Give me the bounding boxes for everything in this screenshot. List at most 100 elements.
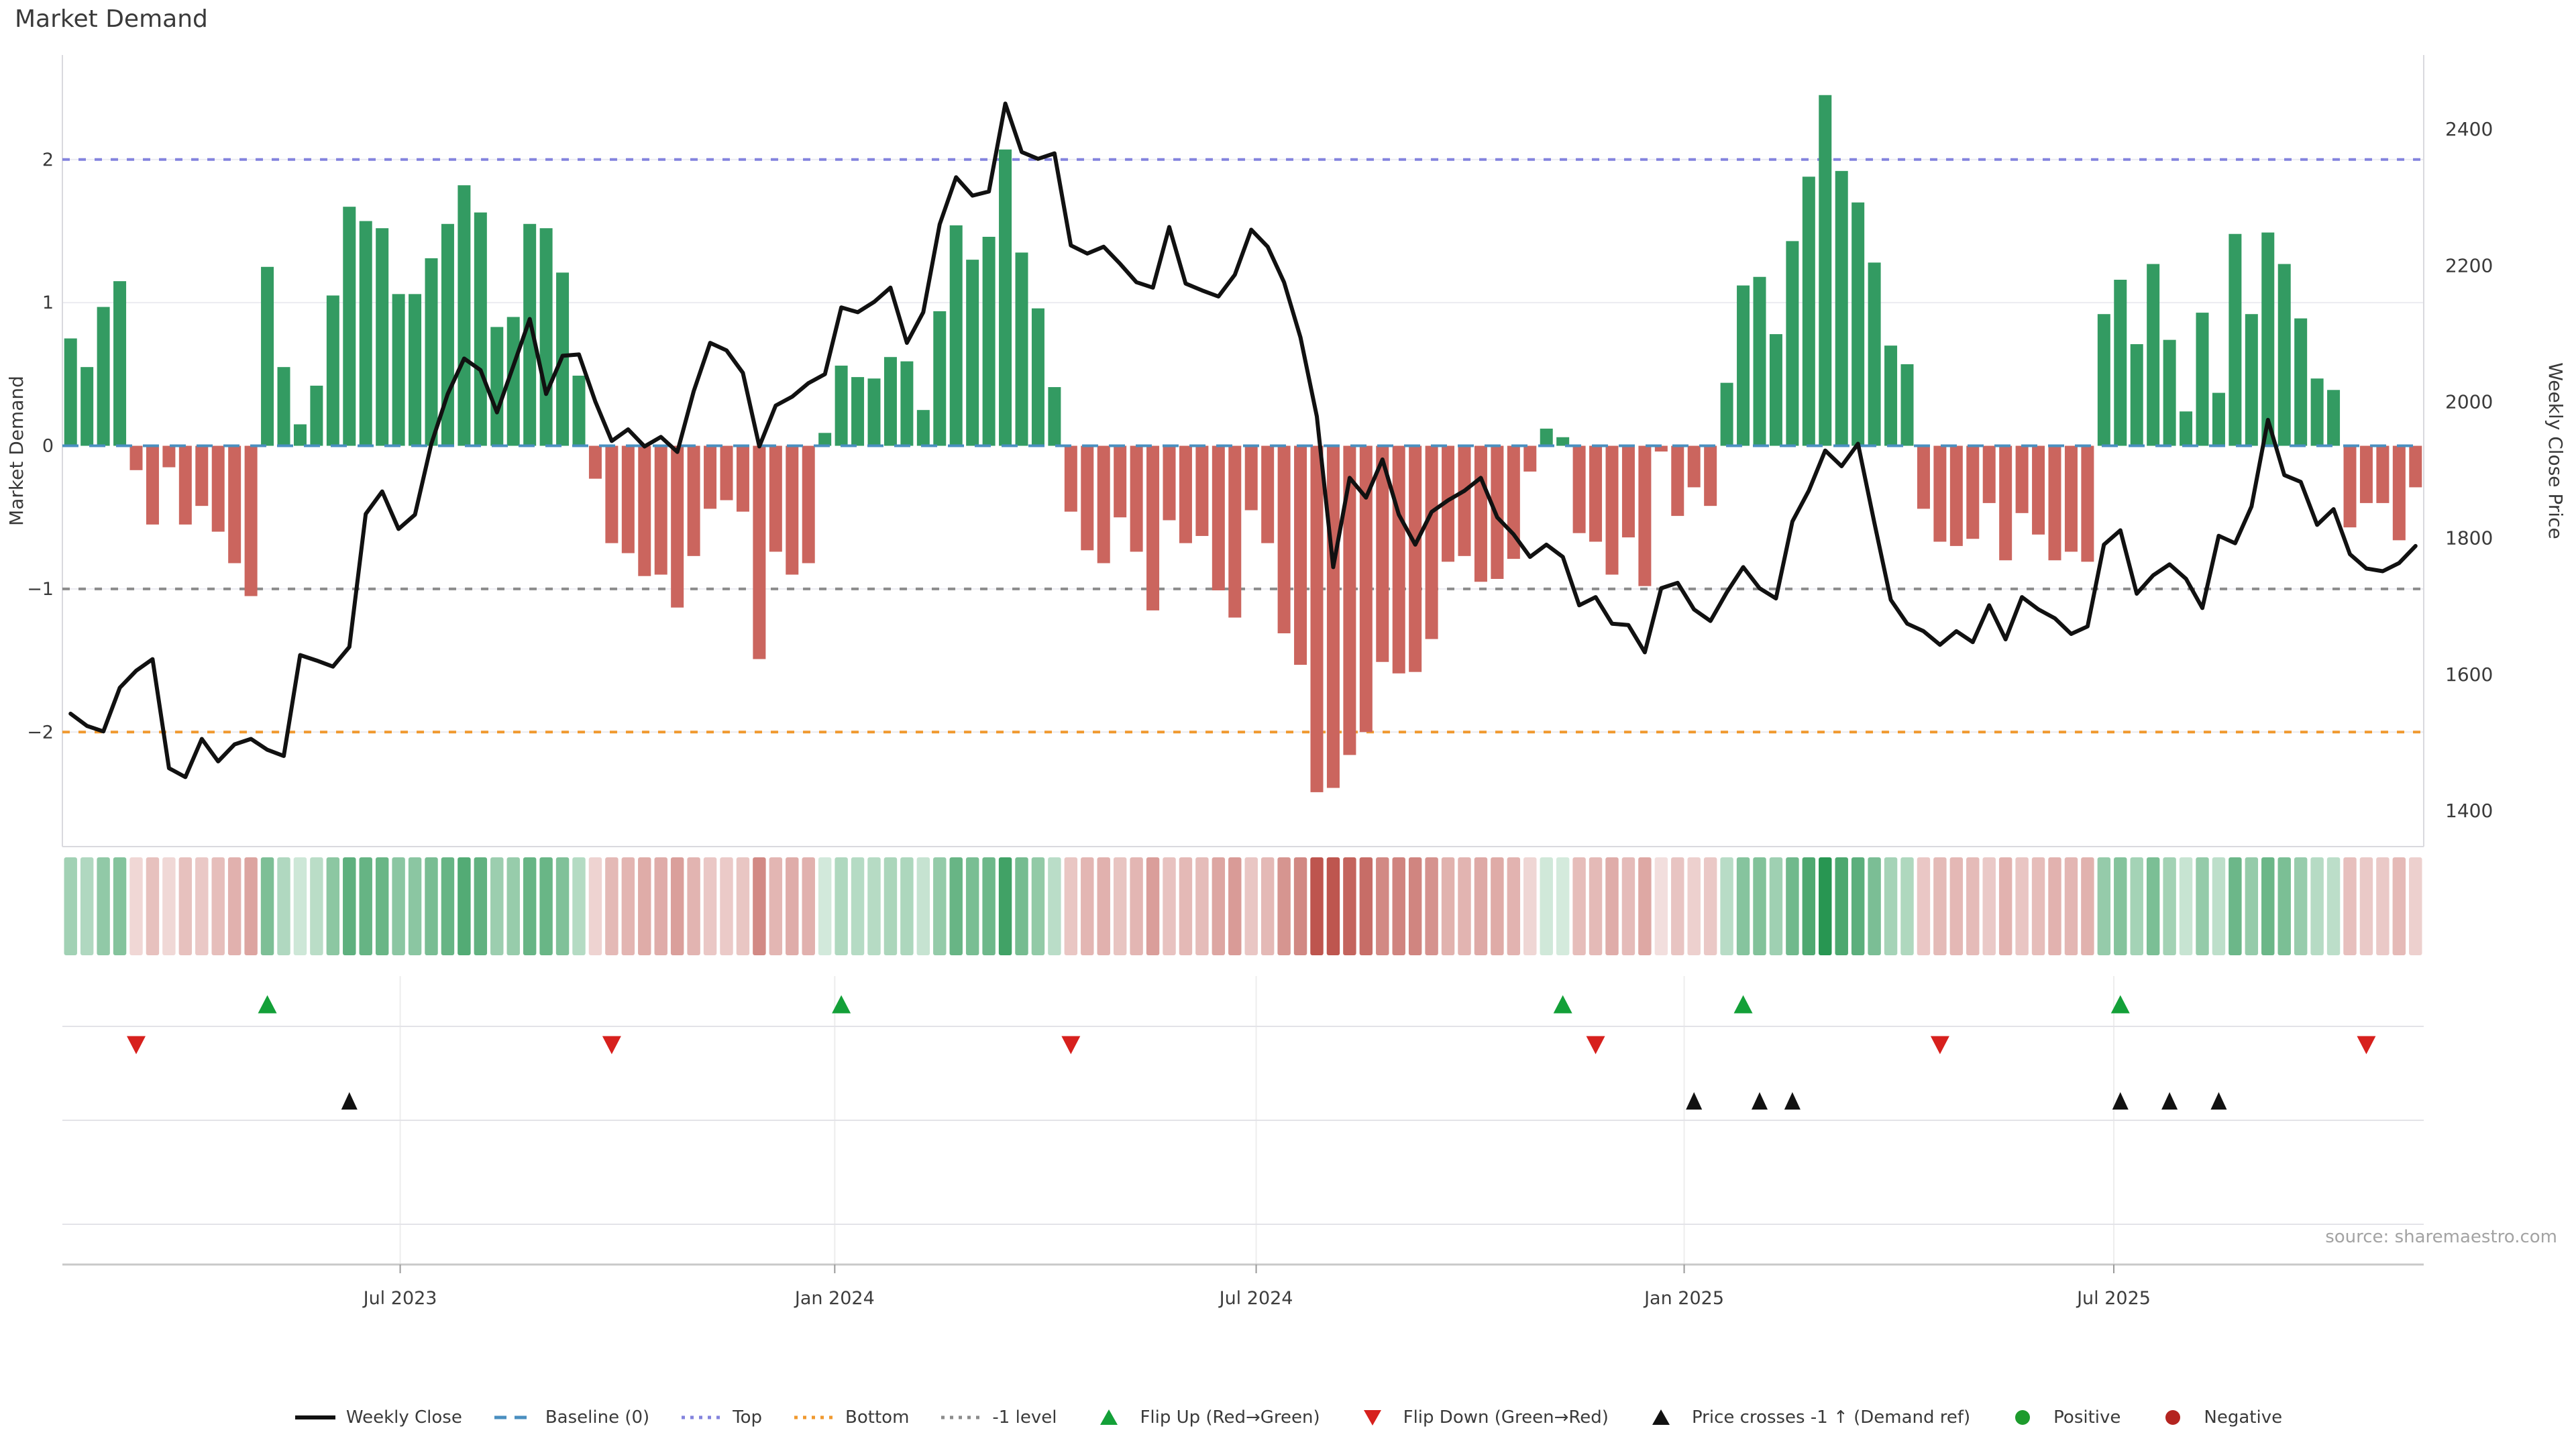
heatmap-cell: [2031, 857, 2045, 955]
heatmap-cell: [588, 857, 602, 955]
heatmap-cell: [2048, 857, 2061, 955]
solid-line-swatch-icon: [294, 1415, 335, 1419]
demand-tick-label: −1: [27, 579, 54, 600]
tri-up-swatch-icon: [1652, 1409, 1670, 1425]
heatmap-cell: [1212, 857, 1226, 955]
demand-bar: [2064, 445, 2078, 552]
demand-bar: [2032, 445, 2045, 535]
legend-item-label: Top: [733, 1407, 763, 1428]
demand-bar: [2015, 445, 2029, 513]
heatmap-cell: [1097, 857, 1110, 955]
flip-up-marker: [2110, 995, 2130, 1014]
heatmap-cell: [227, 857, 241, 955]
heatmap-cell: [2015, 857, 2029, 955]
heatmap-cell: [97, 857, 110, 955]
heatmap-cell: [260, 857, 274, 955]
demand-bar: [1999, 445, 2012, 561]
flip-down-marker: [1586, 1036, 1605, 1055]
demand-bar: [195, 445, 209, 506]
demand-bar: [2163, 339, 2176, 446]
heatmap-cell: [375, 857, 389, 955]
demand-bar: [1442, 445, 1455, 562]
demand-bar: [2277, 264, 2291, 446]
right-axis-title: Weekly Close Price: [2544, 362, 2567, 539]
heatmap-cell: [359, 857, 372, 955]
heatmap-cell: [1163, 857, 1176, 955]
price-cross-marker: [2161, 1092, 2178, 1110]
heatmap-cell: [1277, 857, 1291, 955]
heatmap-cell: [441, 857, 455, 955]
demand-bar: [704, 445, 717, 509]
heatmap-cell: [1868, 857, 1881, 955]
legend-item-label: Flip Up (Red→Green): [1140, 1407, 1320, 1428]
heatmap-cell: [1802, 857, 1816, 955]
demand-bar: [2343, 445, 2357, 528]
heatmap-cell: [851, 857, 865, 955]
demand-bar: [211, 445, 225, 532]
price-tick-label: 1800: [2445, 527, 2493, 549]
demand-bar: [1097, 445, 1110, 564]
heatmap-cell: [310, 857, 323, 955]
heatmap-cell: [211, 857, 225, 955]
heatmap-cell: [2392, 857, 2406, 955]
heatmap-cell: [425, 857, 438, 955]
heatmap-cell: [2130, 857, 2143, 955]
demand-bar: [1130, 445, 1143, 552]
demand-bar: [1409, 445, 1422, 672]
heatmap-cell: [1179, 857, 1193, 955]
flip-down-marker: [1930, 1036, 1949, 1055]
demand-bar: [1540, 428, 1553, 446]
heatmap-cell: [2359, 857, 2373, 955]
heatmap-cell: [2196, 857, 2209, 955]
demand-bar: [80, 367, 94, 446]
heatmap-cell: [1654, 857, 1668, 955]
demand-bar: [2392, 445, 2406, 541]
demand-bar: [343, 207, 356, 446]
heatmap-cell: [1917, 857, 1931, 955]
heatmap-cell: [1638, 857, 1652, 955]
demand-tick-label: 0: [42, 436, 54, 457]
price-line: [68, 101, 2418, 780]
demand-bar: [1786, 241, 1799, 446]
heatmap-cell: [1884, 857, 1898, 955]
heatmap-cell: [1343, 857, 1356, 955]
demand-bar: [2097, 314, 2110, 446]
legend-item: Baseline (0): [493, 1407, 649, 1428]
demand-bar: [1195, 445, 1209, 536]
demand-bar: [1900, 364, 1914, 446]
heatmap-cell: [720, 857, 733, 955]
heatmap-cell: [2343, 857, 2357, 955]
heatmap-cell: [1260, 857, 1275, 955]
demand-bar: [1556, 437, 1570, 446]
demand-bar: [786, 445, 799, 575]
demand-bar: [64, 338, 77, 446]
demand-bar: [916, 410, 930, 446]
heatmap-cell: [1900, 857, 1914, 955]
circle-swatch-icon: [2165, 1410, 2181, 1425]
demand-bar: [1819, 95, 1832, 446]
demand-bar: [1425, 445, 1438, 639]
heatmap-cell: [1293, 857, 1307, 955]
demand-bar: [2229, 233, 2242, 446]
heatmap-cell: [572, 857, 586, 955]
flip-down-marker: [1061, 1036, 1081, 1055]
heatmap-cell: [80, 857, 94, 955]
heatmap-cell: [949, 857, 963, 955]
x-tick-label: Jul 2025: [2076, 1288, 2151, 1309]
price-cross-marker: [1784, 1092, 1801, 1110]
heatmap-cell: [277, 857, 290, 955]
flip-down-marker: [2357, 1036, 2376, 1055]
demand-bar: [818, 433, 832, 446]
demand-tick-label: 2: [42, 150, 54, 170]
demand-bar: [588, 445, 602, 479]
heatmap-cell: [1687, 857, 1701, 955]
demand-bar: [933, 311, 947, 446]
demand-bar: [1326, 445, 1340, 788]
demand-bar: [769, 445, 782, 552]
heatmap-cell: [392, 857, 405, 955]
demand-bar: [474, 212, 487, 446]
demand-bar: [1949, 445, 1963, 546]
demand-heatmap: [64, 857, 2422, 955]
flip-up-marker: [832, 995, 851, 1014]
heatmap-cell: [1540, 857, 1553, 955]
